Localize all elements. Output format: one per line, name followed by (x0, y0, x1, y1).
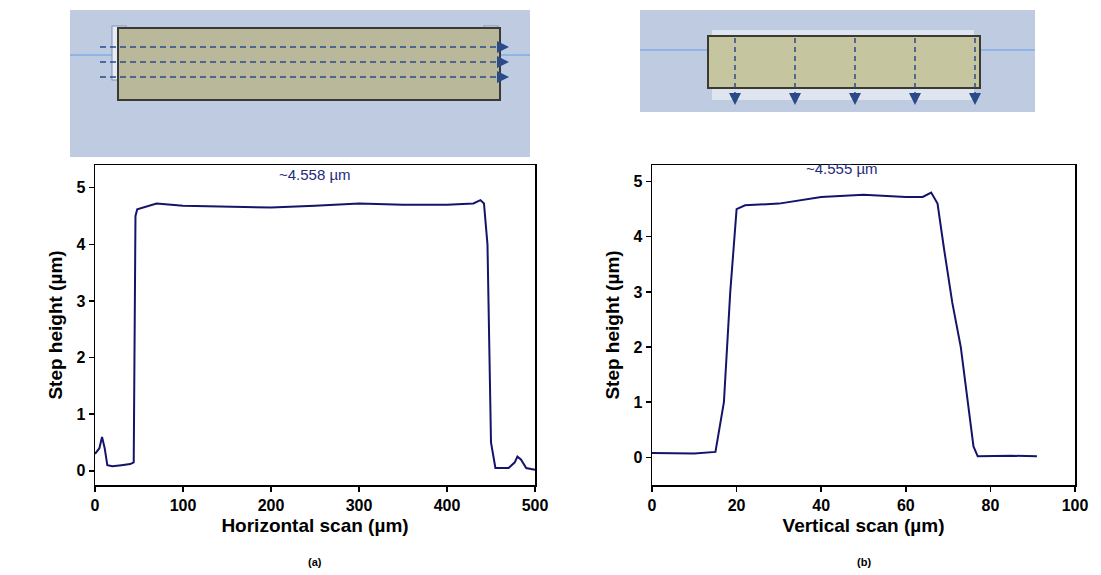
svg-text:500: 500 (522, 497, 549, 514)
svg-text:400: 400 (434, 497, 461, 514)
svg-text:5: 5 (633, 173, 642, 190)
svg-text:(b): (b) (857, 556, 871, 568)
svg-text:Step height (µm): Step height (µm) (45, 250, 66, 399)
svg-text:3: 3 (76, 293, 85, 310)
svg-text:Step height (µm): Step height (µm) (602, 250, 623, 399)
svg-text:2: 2 (633, 339, 642, 356)
svg-text:0: 0 (648, 497, 657, 514)
svg-text:4: 4 (633, 228, 642, 245)
svg-text:(a): (a) (308, 556, 322, 568)
svg-text:80: 80 (982, 497, 1000, 514)
svg-text:60: 60 (897, 497, 915, 514)
svg-text:100: 100 (170, 497, 197, 514)
svg-text:0: 0 (76, 462, 85, 479)
svg-text:Vertical scan (µm): Vertical scan (µm) (783, 515, 945, 536)
svg-text:0: 0 (91, 497, 100, 514)
svg-text:0: 0 (633, 449, 642, 466)
svg-text:3: 3 (633, 284, 642, 301)
svg-text:40: 40 (812, 497, 830, 514)
svg-text:1: 1 (633, 394, 642, 411)
svg-text:~4.555 µm: ~4.555 µm (806, 160, 878, 177)
svg-text:4: 4 (76, 236, 85, 253)
svg-text:100: 100 (1062, 497, 1089, 514)
svg-text:200: 200 (258, 497, 285, 514)
svg-text:~4.558 µm: ~4.558 µm (279, 166, 351, 183)
svg-text:300: 300 (346, 497, 373, 514)
svg-text:2: 2 (76, 349, 85, 366)
svg-text:5: 5 (76, 179, 85, 196)
svg-text:1: 1 (76, 406, 85, 423)
svg-text:20: 20 (728, 497, 746, 514)
svg-text:Horizontal scan (µm): Horizontal scan (µm) (221, 515, 408, 536)
